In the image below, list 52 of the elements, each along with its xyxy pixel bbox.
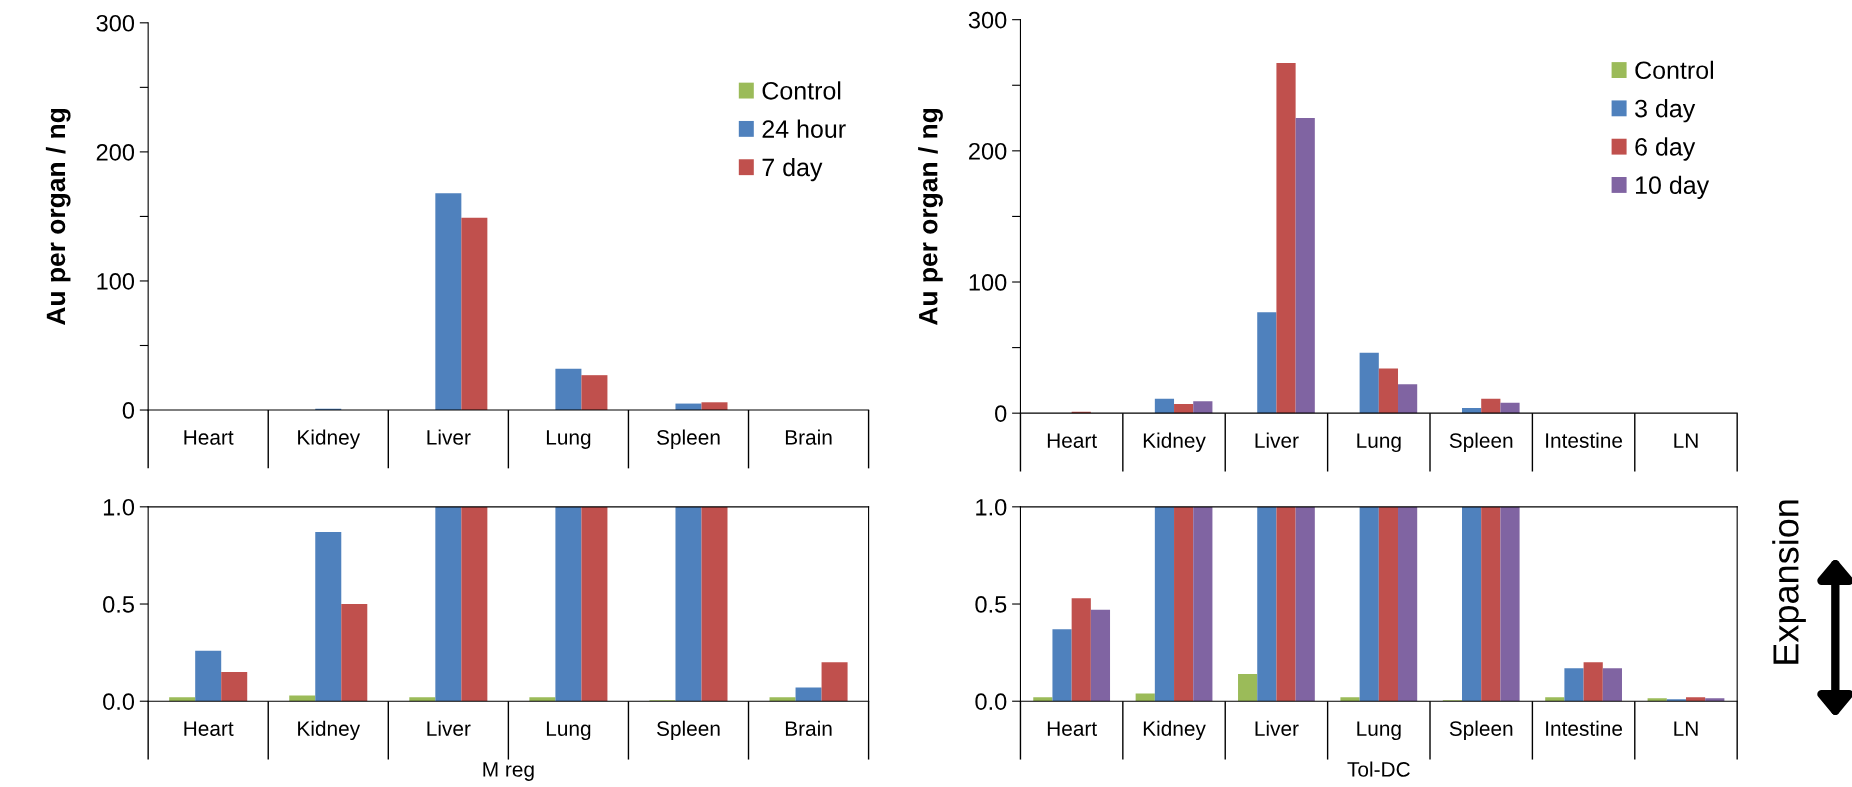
y-tick-label: 0.5 <box>103 596 134 613</box>
text: Expansion <box>1772 500 1806 664</box>
y-tick-label: 1.0 <box>976 498 1007 516</box>
legend-label: Control <box>1635 60 1714 80</box>
y-tick-label: 200 <box>969 142 1007 160</box>
x-tick-label: Heart <box>1047 721 1097 736</box>
y-tick-label: 0 <box>122 402 135 419</box>
x-tick-label: Spleen <box>1449 720 1513 741</box>
y-tick-label: 0.5 <box>975 596 1007 613</box>
x-tick-label: Brain <box>785 720 832 736</box>
y-tick-label: 300 <box>968 11 1007 29</box>
x-tick-label: Brain <box>785 429 832 445</box>
y-axis-title: Au per organ / ng <box>45 108 71 325</box>
x-tick-label: Intestine <box>1546 432 1623 448</box>
x-tick-label: Kidney <box>298 720 361 741</box>
y-tick-label: 1.0 <box>103 498 135 516</box>
legend-label: 10 day <box>1636 175 1710 199</box>
x-tick-label: Heart <box>184 430 234 445</box>
x-tick-label: Heart <box>1047 433 1097 448</box>
x-tick-label: Liver <box>1255 720 1299 736</box>
x-tick-label: Lung <box>1357 721 1401 741</box>
x-tick-label: Heart <box>184 721 234 736</box>
x-tick-label: Liver <box>427 429 471 445</box>
x-tick-label: Intestine <box>1546 720 1623 736</box>
y-tick-label: 100 <box>969 274 1007 291</box>
y-tick-label: 0 <box>995 405 1007 422</box>
y-tick-label: 200 <box>96 143 135 161</box>
y-tick-label: 300 <box>96 14 135 32</box>
legend-label: 6 day <box>1635 137 1696 161</box>
y-tick-label: 0.0 <box>975 693 1007 710</box>
legend-label: 3 day <box>1635 99 1696 123</box>
y-tick-label: 100 <box>97 273 135 290</box>
x-tick-label: LN <box>1674 433 1698 448</box>
x-tick-label: Kidney <box>298 429 361 449</box>
x-tick-label: Spleen <box>657 720 720 741</box>
x-axis-title: M reg <box>483 762 534 781</box>
y-axis-title: Au per organ / ng <box>918 108 943 325</box>
x-tick-label: Lung <box>1357 433 1401 453</box>
x-tick-label: Kidney <box>1143 720 1206 741</box>
x-tick-label: Spleen <box>657 429 720 449</box>
x-tick-label: Lung <box>546 721 591 741</box>
legend-label: Control <box>762 81 841 100</box>
x-tick-label: LN <box>1674 721 1698 736</box>
legend-label: 24 hour <box>762 119 846 138</box>
legend-label: 7 day <box>762 157 823 182</box>
x-tick-label: Liver <box>427 720 471 736</box>
x-tick-label: Liver <box>1255 432 1299 448</box>
x-tick-label: Spleen <box>1449 432 1513 453</box>
x-tick-label: Kidney <box>1143 432 1206 453</box>
x-tick-label: Lung <box>546 430 591 449</box>
y-tick-label: 0.0 <box>103 693 135 710</box>
x-axis-title: Tol-DC <box>1347 761 1410 777</box>
